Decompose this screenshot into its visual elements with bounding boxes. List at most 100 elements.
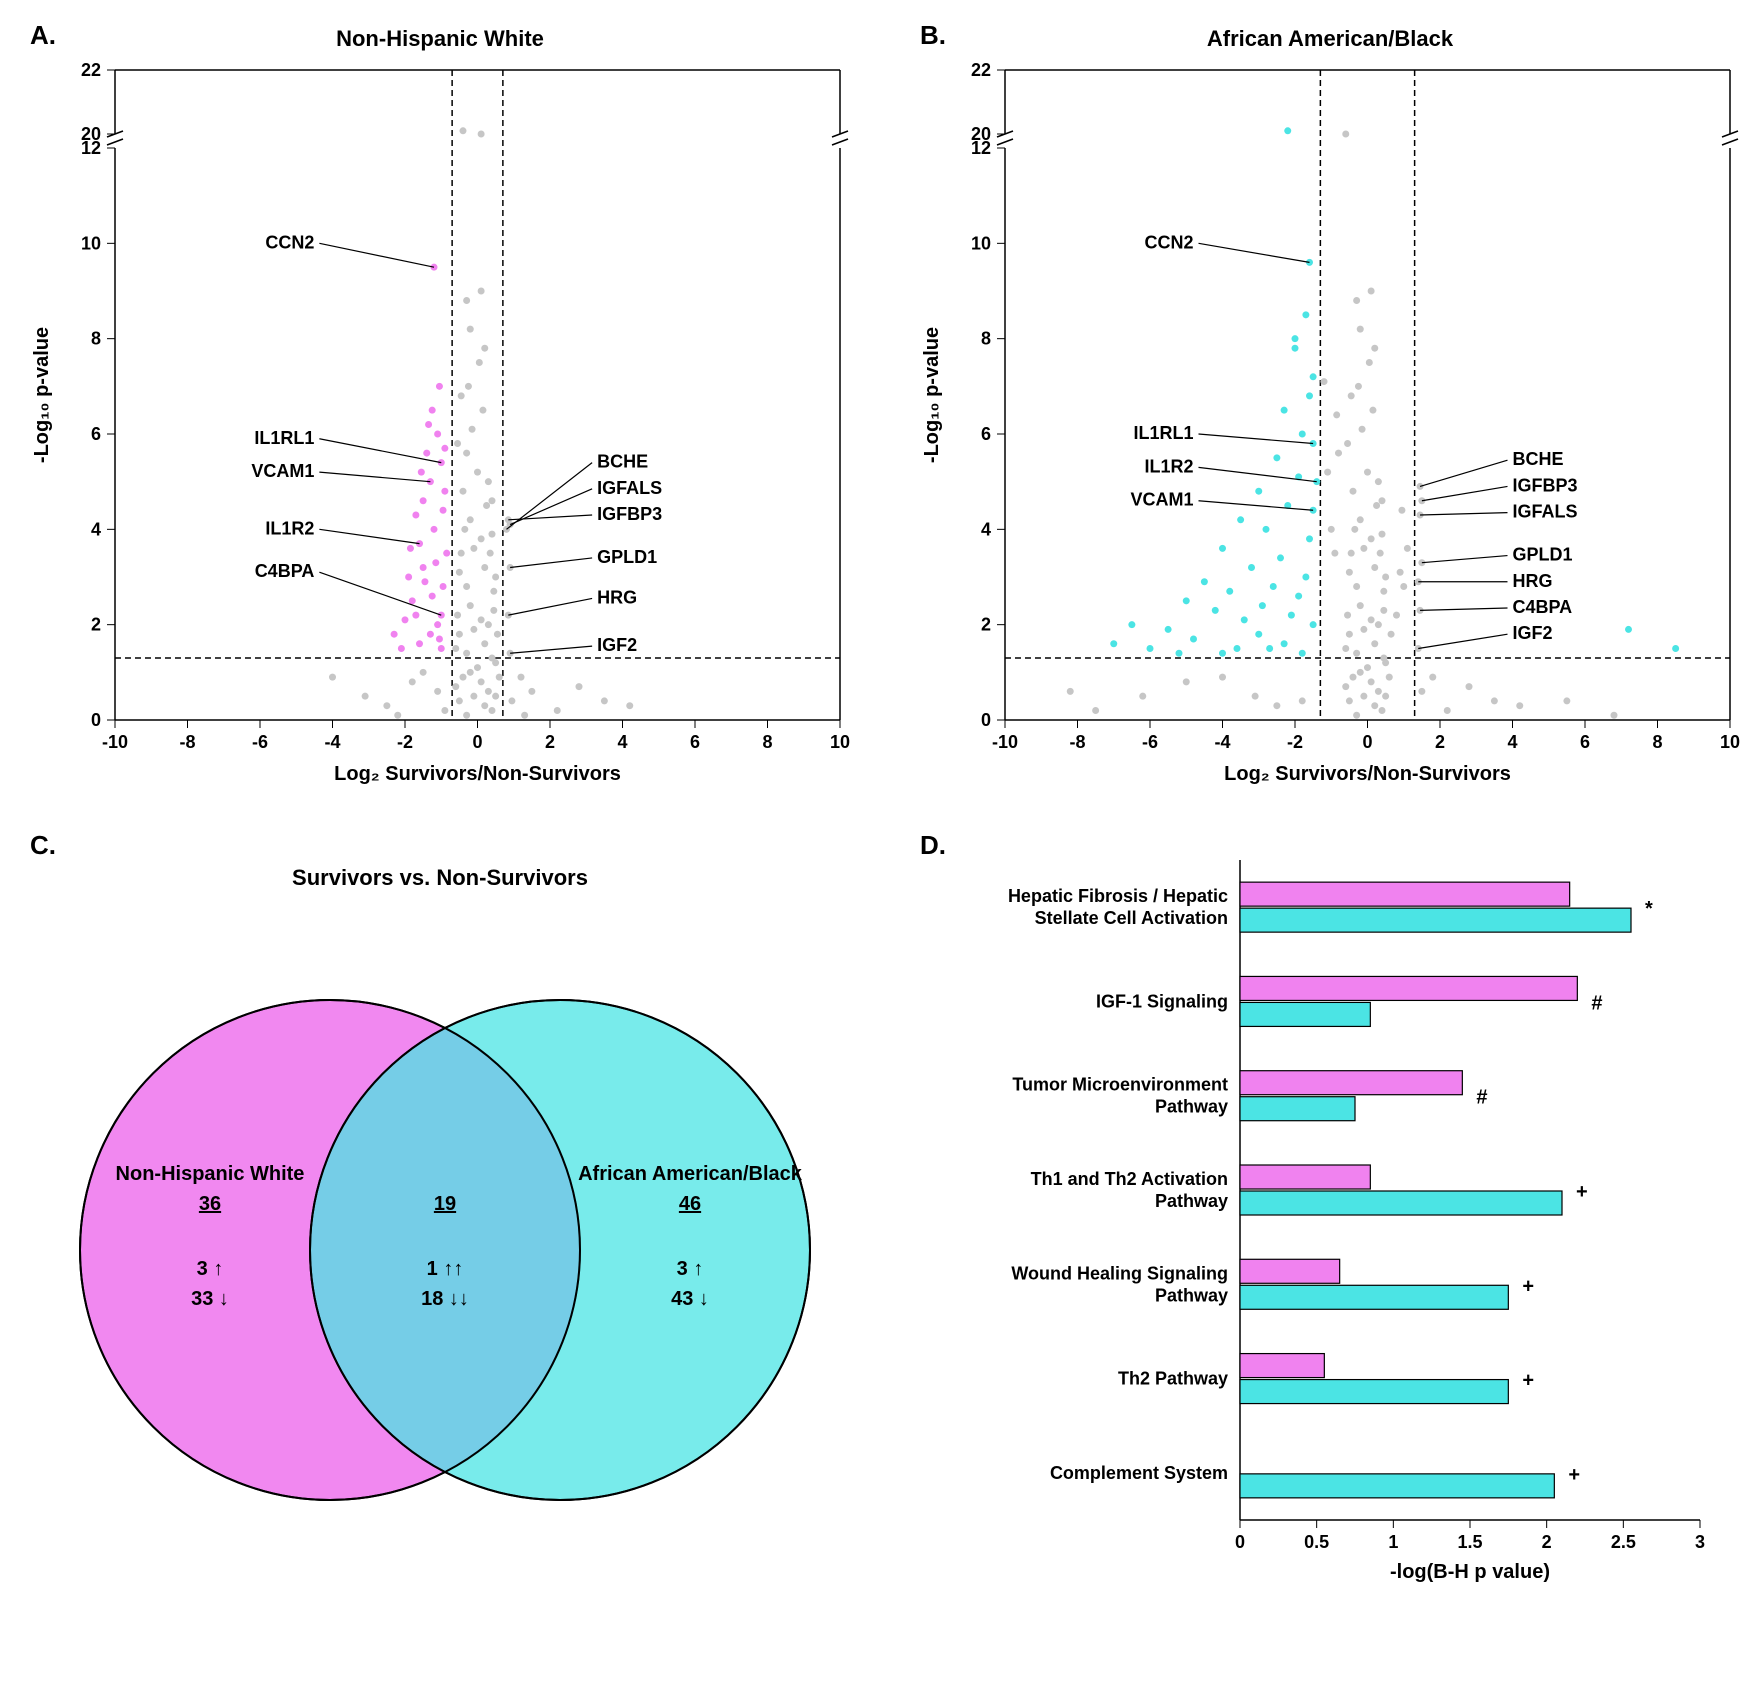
svg-text:IGF2: IGF2 [597, 635, 637, 655]
svg-text:6: 6 [690, 732, 700, 752]
svg-text:IL1R2: IL1R2 [1144, 456, 1193, 476]
svg-text:Log₂ Survivors/Non-Survivors: Log₂ Survivors/Non-Survivors [1224, 763, 1511, 785]
svg-text:CCN2: CCN2 [1144, 232, 1193, 252]
svg-text:IGF-1 Signaling: IGF-1 Signaling [1096, 991, 1228, 1011]
svg-text:1.5: 1.5 [1457, 1532, 1482, 1552]
panel-c-venn: C. Survivors vs. Non-SurvivorsNon-Hispan… [20, 830, 880, 1590]
svg-text:IGFALS: IGFALS [1513, 502, 1578, 522]
pathway-bar-chart: 0 0.5 1 1.5 2 2.5 3 -log(B-H p value) Hepatic Fi… [910, 830, 1750, 1590]
svg-text:+: + [1522, 1370, 1534, 1392]
svg-text:2: 2 [981, 615, 991, 635]
svg-text:3 ↑: 3 ↑ [677, 1258, 704, 1280]
svg-text:-6: -6 [1142, 732, 1158, 752]
svg-text:0.5: 0.5 [1304, 1532, 1329, 1552]
svg-text:0: 0 [91, 710, 101, 730]
svg-text:Hepatic Fibrosis / Hepatic: Hepatic Fibrosis / Hepatic [1008, 886, 1228, 906]
svg-text:43 ↓: 43 ↓ [671, 1288, 709, 1310]
svg-text:Wound Healing Signaling: Wound Healing Signaling [1011, 1263, 1228, 1283]
svg-text:Th2 Pathway: Th2 Pathway [1118, 1369, 1228, 1389]
svg-text:VCAM1: VCAM1 [1130, 490, 1193, 510]
volcano-plot-b: African American/Black-10-8-6-4-20246810… [910, 20, 1750, 800]
svg-text:1 ↑↑: 1 ↑↑ [427, 1258, 464, 1280]
svg-text:Non-Hispanic White: Non-Hispanic White [336, 26, 544, 51]
svg-text:VCAM1: VCAM1 [251, 461, 314, 481]
svg-text:33 ↓: 33 ↓ [191, 1288, 229, 1310]
svg-text:2.5: 2.5 [1611, 1532, 1636, 1552]
svg-text:Stellate Cell Activation: Stellate Cell Activation [1035, 908, 1228, 928]
svg-text:8: 8 [1652, 732, 1662, 752]
svg-text:4: 4 [1507, 732, 1517, 752]
svg-text:-10: -10 [992, 732, 1018, 752]
svg-text:Survivors vs. Non-Survivors: Survivors vs. Non-Survivors [292, 865, 588, 890]
svg-text:3: 3 [1695, 1532, 1705, 1552]
svg-text:-8: -8 [179, 732, 195, 752]
volcano-plot-a: Non-Hispanic White-10-8-6-4-202468100246… [20, 20, 860, 800]
svg-text:+: + [1522, 1275, 1534, 1297]
svg-text:IGFBP3: IGFBP3 [597, 504, 662, 524]
panel-a-volcano: A. Non-Hispanic White-10-8-6-4-202468100… [20, 20, 880, 800]
svg-text:*: * [1645, 898, 1653, 920]
svg-text:C4BPA: C4BPA [1513, 597, 1573, 617]
svg-text:19: 19 [434, 1193, 456, 1215]
svg-text:+: + [1576, 1181, 1588, 1203]
venn-diagram: Survivors vs. Non-SurvivorsNon-Hispanic … [20, 830, 860, 1590]
panel-a-label: A. [30, 20, 56, 51]
svg-text:10: 10 [1720, 732, 1740, 752]
svg-text:8: 8 [981, 329, 991, 349]
svg-text:20: 20 [81, 124, 101, 144]
svg-text:8: 8 [91, 329, 101, 349]
svg-text:10: 10 [830, 732, 850, 752]
svg-text:GPLD1: GPLD1 [597, 547, 657, 567]
svg-text:-10: -10 [102, 732, 128, 752]
svg-text:-log(B-H p value): -log(B-H p value) [1390, 1561, 1550, 1583]
svg-text:HRG: HRG [1513, 571, 1553, 591]
svg-text:Pathway: Pathway [1155, 1191, 1228, 1211]
svg-text:18 ↓↓: 18 ↓↓ [421, 1288, 469, 1310]
svg-text:Pathway: Pathway [1155, 1097, 1228, 1117]
svg-text:-4: -4 [324, 732, 340, 752]
svg-text:IGFALS: IGFALS [597, 478, 662, 498]
svg-text:0: 0 [981, 710, 991, 730]
panel-c-label: C. [30, 830, 56, 861]
svg-text:African American/Black: African American/Black [1207, 26, 1454, 51]
svg-text:CCN2: CCN2 [265, 232, 314, 252]
svg-text:2: 2 [1542, 1532, 1552, 1552]
svg-text:BCHE: BCHE [1513, 449, 1564, 469]
svg-text:-Log₁₀ p-value: -Log₁₀ p-value [921, 327, 943, 463]
svg-text:4: 4 [981, 519, 991, 539]
svg-text:22: 22 [971, 60, 991, 80]
svg-text:1: 1 [1388, 1532, 1398, 1552]
svg-text:#: # [1591, 992, 1602, 1014]
svg-text:C4BPA: C4BPA [255, 561, 315, 581]
svg-text:10: 10 [81, 233, 101, 253]
svg-text:IL1RL1: IL1RL1 [1133, 423, 1193, 443]
svg-text:#: # [1476, 1087, 1487, 1109]
svg-text:10: 10 [971, 233, 991, 253]
svg-text:IGFBP3: IGFBP3 [1513, 475, 1578, 495]
svg-text:IL1R2: IL1R2 [265, 518, 314, 538]
svg-text:4: 4 [91, 519, 101, 539]
svg-text:36: 36 [199, 1193, 221, 1215]
svg-text:22: 22 [81, 60, 101, 80]
svg-text:+: + [1568, 1464, 1580, 1486]
svg-text:Tumor Microenvironment: Tumor Microenvironment [1012, 1075, 1228, 1095]
svg-text:-2: -2 [1287, 732, 1303, 752]
svg-text:0: 0 [1362, 732, 1372, 752]
svg-text:2: 2 [545, 732, 555, 752]
svg-text:0: 0 [1235, 1532, 1245, 1552]
svg-text:-4: -4 [1214, 732, 1230, 752]
panel-b-volcano: B. African American/Black-10-8-6-4-20246… [910, 20, 1750, 800]
svg-text:0: 0 [472, 732, 482, 752]
svg-text:IGF2: IGF2 [1513, 623, 1553, 643]
svg-text:6: 6 [1580, 732, 1590, 752]
panel-d-bars: D. 0 0.5 1 1.5 2 2.5 3 -log(B-H p value) Hepatic… [910, 830, 1750, 1590]
svg-text:Log₂ Survivors/Non-Survivors: Log₂ Survivors/Non-Survivors [334, 763, 621, 785]
svg-text:Th1 and Th2 Activation: Th1 and Th2 Activation [1031, 1169, 1228, 1189]
svg-text:Pathway: Pathway [1155, 1285, 1228, 1305]
svg-text:46: 46 [679, 1193, 701, 1215]
svg-text:IL1RL1: IL1RL1 [254, 428, 314, 448]
svg-text:2: 2 [91, 615, 101, 635]
panel-d-label: D. [920, 830, 946, 861]
svg-text:BCHE: BCHE [597, 452, 648, 472]
svg-text:6: 6 [91, 424, 101, 444]
